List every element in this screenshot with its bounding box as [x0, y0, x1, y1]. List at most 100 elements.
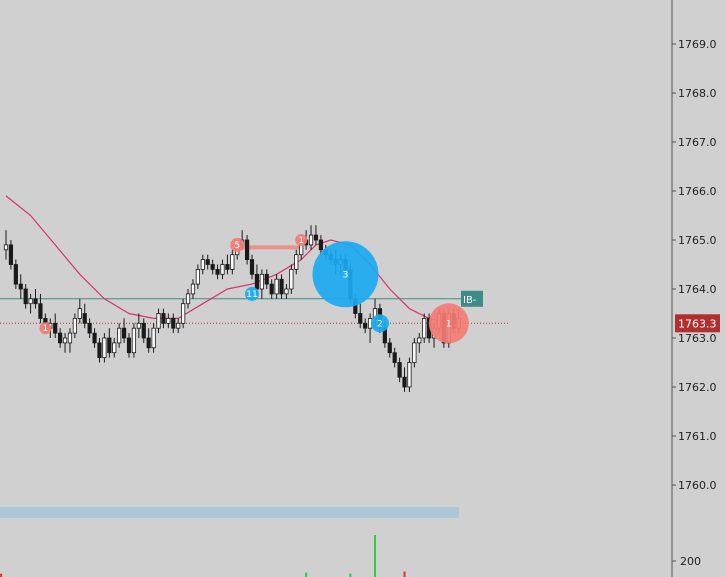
candle [195, 264, 200, 289]
bubble-label: 5 [234, 241, 240, 251]
candle [225, 254, 230, 275]
candle [358, 303, 363, 329]
candle [185, 289, 191, 309]
bubble-circle [39, 322, 52, 335]
candle [313, 225, 319, 245]
candle-body-down [107, 337, 112, 354]
candle-body-up [289, 268, 294, 290]
candle-body-down [397, 362, 402, 378]
candle [210, 259, 215, 275]
candle-body-up [112, 342, 117, 354]
candle-body-down [254, 273, 260, 290]
candle-body-down [53, 322, 58, 334]
candle-body-up [284, 288, 289, 295]
price-axis: 1769.0 1768.0 1767.0 1766.0 1765.0 1764.0 1763… [671, 0, 720, 577]
candle-body-down [225, 264, 230, 270]
candle [279, 274, 284, 299]
candle-body-up [28, 298, 33, 305]
sell-bubble: 5 [230, 237, 245, 252]
candle [176, 318, 181, 334]
candle [397, 357, 402, 383]
bubble-circle [295, 234, 308, 246]
y-tick-label: 1767.0 [678, 136, 717, 149]
candle-body-up [195, 268, 200, 285]
candle-body-down [8, 244, 14, 265]
volume-bar [0, 573, 3, 577]
candle [23, 284, 28, 309]
candle-body-down [279, 278, 284, 295]
candle [289, 264, 294, 294]
candle [126, 333, 132, 358]
candle [112, 338, 117, 358]
candle [294, 249, 299, 275]
candle [166, 313, 171, 329]
candle-body-up [412, 342, 417, 363]
bubble-label: 3 [343, 270, 349, 280]
candle-body-down [146, 337, 151, 349]
moving-average-layer [5, 195, 459, 324]
candle-body-down [161, 313, 166, 324]
candle [87, 318, 92, 338]
candle-body-up [77, 308, 82, 319]
moving-average-line [5, 195, 459, 324]
candle [230, 249, 235, 275]
candle-body-down [392, 352, 397, 363]
candle-body-up [181, 303, 186, 324]
candle-body-up [422, 317, 427, 339]
candle [77, 298, 82, 324]
candle-body-up [72, 317, 77, 334]
buy-bubble: 3 [312, 241, 379, 308]
candle-body-up [156, 313, 161, 329]
candle-body-down [318, 239, 323, 251]
candle [92, 328, 97, 348]
sell-bubble: 1 [295, 234, 308, 246]
candle [215, 264, 220, 280]
candle [274, 274, 279, 299]
buy-bubble: 11 [245, 286, 259, 301]
candle [18, 274, 23, 299]
bubble-label: 1 [446, 319, 452, 329]
candle-body-up [62, 337, 68, 344]
sell-bubble: 1 [39, 322, 52, 335]
candle [387, 338, 392, 358]
candle-body-down [38, 303, 43, 319]
candle-body-down [387, 342, 392, 354]
candle [8, 240, 14, 270]
bubble-label: 1 [298, 236, 304, 246]
candle [190, 279, 196, 299]
candle [249, 254, 255, 280]
level-lines-layer [242, 245, 302, 250]
sell-bubble: 1 [428, 303, 469, 344]
candle [363, 318, 368, 334]
candle-body-down [92, 332, 97, 344]
candle [3, 230, 9, 260]
candle [402, 367, 407, 392]
y-tick-label: 1769.0 [678, 38, 717, 51]
candle [244, 235, 250, 265]
y-tick-label: 1763.0 [678, 332, 717, 345]
bubble-circle [370, 314, 389, 333]
candle [412, 338, 417, 368]
candle-body-down [215, 268, 220, 275]
candle [121, 318, 127, 343]
candle-body-up [190, 283, 196, 295]
candle-body-up [220, 264, 225, 275]
candle-body-down [313, 234, 319, 241]
candle [102, 333, 107, 363]
candle-body-up [294, 254, 299, 270]
y-tick-label: 1765.0 [678, 234, 717, 247]
candle [156, 308, 161, 334]
candle-body-down [358, 313, 363, 324]
volume-layer [0, 535, 406, 577]
candle-body-down [126, 337, 132, 354]
candle [308, 225, 314, 250]
candle [146, 328, 151, 353]
bubble-circle [245, 286, 259, 301]
candle-body-up [67, 332, 73, 344]
reference-tag [461, 290, 483, 307]
candle-body-up [176, 322, 181, 329]
candle-body-down [205, 259, 210, 265]
candle [97, 338, 102, 363]
candle [136, 313, 141, 338]
